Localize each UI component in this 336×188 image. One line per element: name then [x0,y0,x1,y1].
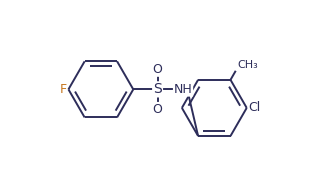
Text: F: F [60,83,67,96]
Text: O: O [153,102,163,116]
Text: NH: NH [174,83,193,96]
Text: CH₃: CH₃ [237,60,258,70]
Text: S: S [153,82,162,96]
Text: O: O [153,63,163,76]
Text: Cl: Cl [248,101,260,114]
